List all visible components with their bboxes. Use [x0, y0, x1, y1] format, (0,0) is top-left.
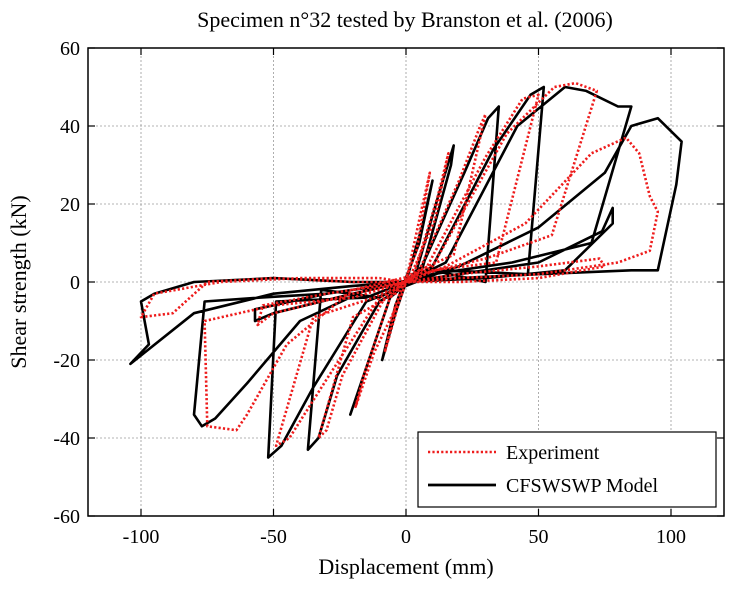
tick-labels: -100 -50 0 50 100 -60 -40 -20 0 20 40 60: [53, 38, 686, 548]
x-tick-label: 0: [401, 526, 411, 548]
x-tick-label: 100: [656, 526, 686, 548]
legend-box: [417, 431, 717, 508]
x-tick-label: -100: [123, 526, 160, 548]
y-tick-label: -40: [53, 428, 80, 450]
legend-label-experiment: Experiment: [506, 442, 600, 464]
x-tick-label: 50: [529, 526, 549, 548]
y-tick-label: 40: [60, 116, 80, 138]
chart-title: Specimen n°32 tested by Branston et al. …: [197, 7, 613, 32]
legend-label-model: CFSWSWP Model: [506, 475, 659, 497]
x-tick-label: -50: [260, 526, 287, 548]
series-line-model: [129, 85, 683, 459]
axis-ticks: [88, 47, 724, 517]
y-tick-label: 60: [60, 38, 80, 60]
x-axis-title: Displacement (mm): [318, 554, 493, 579]
y-tick-label: 0: [70, 272, 80, 294]
y-axis-title: Shear strength (kN): [6, 195, 31, 369]
series-layer: [129, 81, 683, 459]
legend: Experiment CFSWSWP Model: [417, 431, 717, 508]
y-tick-label: -60: [53, 506, 80, 528]
y-tick-label: 20: [60, 194, 80, 216]
series-line-experiment: [139, 81, 660, 448]
y-tick-label: -20: [53, 350, 80, 372]
